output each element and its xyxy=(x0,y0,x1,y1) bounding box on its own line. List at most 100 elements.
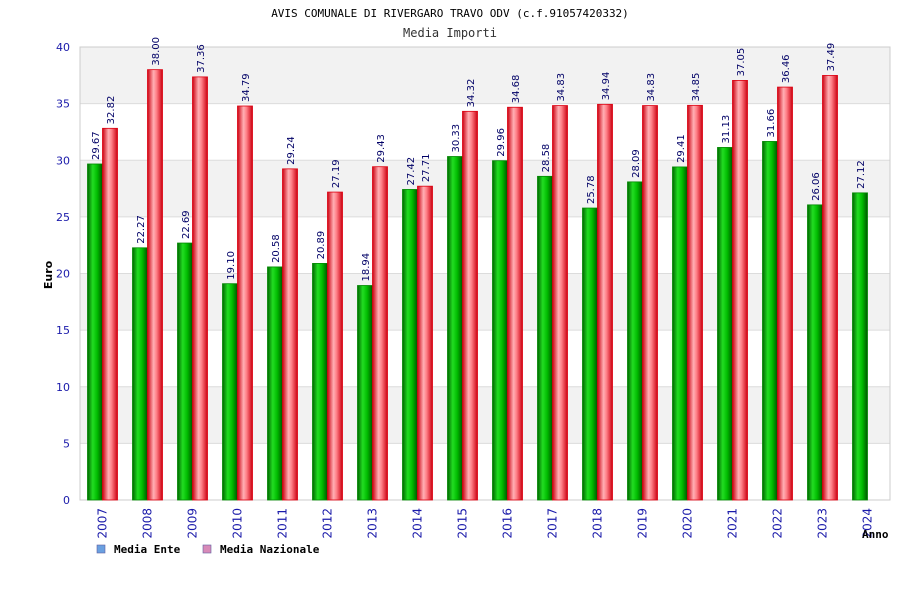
data-label-media-ente: 19.10 xyxy=(226,251,237,280)
plot-band xyxy=(80,160,890,217)
data-label-media-ente: 29.96 xyxy=(496,128,507,157)
x-tick-label: 2017 xyxy=(546,508,560,539)
y-tick-label: 10 xyxy=(56,381,70,394)
data-labels: 29.67 32.82 22.27 38.00 22.69 37.36 19.10 34.79… xyxy=(91,37,867,281)
data-label-media-ente: 26.06 xyxy=(811,172,822,201)
bar-media-ente xyxy=(582,207,598,501)
bar-media-nazionale xyxy=(462,110,478,501)
y-axis-ticks: 0 5 10 15 20 25 30 35 40 xyxy=(56,41,70,507)
data-label-media-nazionale: 34.85 xyxy=(691,73,702,102)
data-label-media-nazionale: 34.68 xyxy=(511,75,522,104)
plot-border xyxy=(79,46,891,501)
x-axis-label: Anno xyxy=(862,528,889,541)
legend: Media Ente Media Nazionale xyxy=(96,543,320,556)
x-tick-label: 2018 xyxy=(591,508,605,539)
x-tick-label: 2024 xyxy=(861,508,875,539)
bar-media-ente xyxy=(672,166,688,501)
data-label-media-nazionale: 27.71 xyxy=(421,154,432,183)
bar-media-ente xyxy=(177,242,193,501)
bar-media-nazionale xyxy=(147,69,163,501)
x-tick-label: 2007 xyxy=(96,508,110,539)
plot-band xyxy=(80,47,890,104)
data-label-media-ente: 31.13 xyxy=(721,115,732,144)
data-label-media-nazionale: 29.43 xyxy=(376,134,387,163)
data-label-media-nazionale: 34.79 xyxy=(241,73,252,102)
bar-media-ente xyxy=(222,283,238,501)
y-tick-label: 0 xyxy=(63,494,70,507)
data-label-media-ente: 28.09 xyxy=(631,149,642,178)
x-tick-label: 2014 xyxy=(411,508,425,539)
data-label-media-nazionale: 34.83 xyxy=(646,73,657,102)
x-tick-label: 2012 xyxy=(321,508,335,539)
data-label-media-ente: 25.78 xyxy=(586,175,597,204)
bar-media-ente xyxy=(87,163,103,501)
bar-media-ente xyxy=(132,247,148,501)
bar-media-ente xyxy=(402,189,418,501)
x-tick-label: 2009 xyxy=(186,508,200,539)
bar-media-nazionale xyxy=(642,105,658,501)
chart-subtitle: Media Importi xyxy=(403,26,497,40)
data-label-media-nazionale: 32.82 xyxy=(106,96,117,125)
bar-media-nazionale xyxy=(192,76,208,501)
x-tick-label: 2016 xyxy=(501,508,515,539)
data-label-media-nazionale: 34.32 xyxy=(466,79,477,108)
data-label-media-nazionale: 37.05 xyxy=(736,48,747,77)
y-tick-label: 35 xyxy=(56,98,70,111)
bar-media-nazionale xyxy=(417,185,433,501)
bar-media-nazionale xyxy=(282,168,298,501)
bar-media-nazionale xyxy=(777,86,793,501)
data-label-media-nazionale: 27.19 xyxy=(331,159,342,188)
plot-band xyxy=(80,273,890,331)
legend-item-media-ente: Media Ente xyxy=(96,543,181,556)
bar-media-nazionale xyxy=(237,105,253,501)
bar-media-nazionale xyxy=(327,191,343,501)
bar-media-ente xyxy=(447,156,463,501)
bar-media-ente xyxy=(807,204,823,501)
y-tick-label: 5 xyxy=(63,437,70,450)
data-label-media-ente: 30.33 xyxy=(451,124,462,153)
legend-swatch-media-nazionale xyxy=(202,544,212,554)
bar-media-ente xyxy=(537,175,553,501)
data-label-media-nazionale: 29.24 xyxy=(286,136,297,165)
bar-media-ente xyxy=(762,141,778,501)
plot-band xyxy=(80,386,890,444)
bar-media-ente xyxy=(312,263,328,501)
legend-label-media-ente: Media Ente xyxy=(114,543,181,556)
x-tick-label: 2019 xyxy=(636,508,650,539)
data-label-media-ente: 22.27 xyxy=(136,215,147,244)
bar-media-nazionale xyxy=(507,106,523,501)
y-axis-label: Euro xyxy=(42,260,55,289)
data-label-media-nazionale: 36.46 xyxy=(781,54,792,83)
data-label-media-ente: 28.58 xyxy=(541,144,552,173)
data-label-media-nazionale: 38.00 xyxy=(151,37,162,66)
bar-media-nazionale xyxy=(372,166,388,501)
x-axis-ticks: 2007 2008 2009 2010 2011 2012 2013 2014 2015 2016… xyxy=(96,508,875,539)
legend-swatch-media-ente xyxy=(96,544,106,554)
legend-item-media-nazionale: Media Nazionale xyxy=(202,543,320,556)
y-tick-label: 40 xyxy=(56,41,70,54)
data-label-media-nazionale: 34.83 xyxy=(556,73,567,102)
data-label-media-ente: 27.12 xyxy=(856,160,867,189)
data-label-media-ente: 20.58 xyxy=(271,234,282,263)
bar-media-nazionale xyxy=(687,104,703,501)
data-label-media-ente: 20.89 xyxy=(316,231,327,260)
bar-media-nazionale xyxy=(552,105,568,501)
y-tick-label: 30 xyxy=(56,154,70,167)
x-tick-label: 2021 xyxy=(726,508,740,539)
x-tick-label: 2011 xyxy=(276,508,290,539)
x-tick-label: 2023 xyxy=(816,508,830,539)
bar-media-nazionale xyxy=(597,103,613,501)
data-label-media-nazionale: 34.94 xyxy=(601,72,612,101)
y-tick-label: 25 xyxy=(56,211,70,224)
data-label-media-ente: 29.41 xyxy=(676,134,687,163)
bar-media-ente xyxy=(627,181,643,501)
x-tick-label: 2008 xyxy=(141,508,155,539)
bar-media-ente xyxy=(717,147,733,501)
x-tick-label: 2020 xyxy=(681,508,695,539)
x-tick-label: 2010 xyxy=(231,508,245,539)
data-label-media-nazionale: 37.36 xyxy=(196,44,207,73)
data-label-media-ente: 18.94 xyxy=(361,253,372,282)
bar-media-nazionale xyxy=(822,75,838,501)
bar-media-ente xyxy=(492,160,508,501)
